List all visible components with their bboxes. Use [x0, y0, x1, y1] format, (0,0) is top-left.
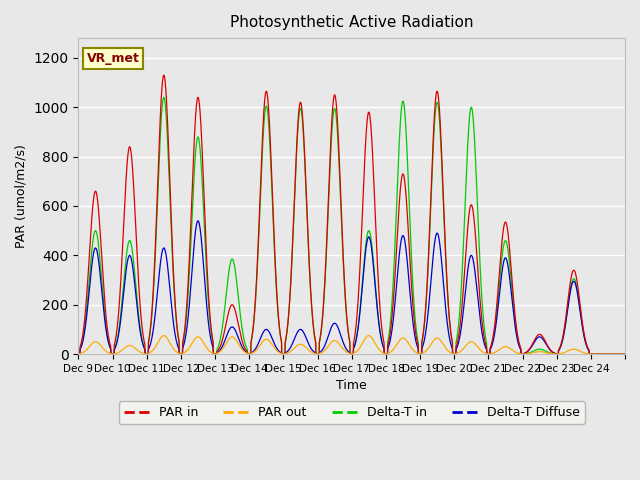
PAR out	[75, 351, 83, 357]
PAR in	[187, 229, 195, 235]
PAR in	[160, 72, 168, 78]
Delta-T in	[187, 248, 195, 253]
Delta-T Diffuse	[75, 351, 83, 357]
PAR out	[615, 351, 623, 357]
PAR in	[470, 216, 478, 221]
PAR out	[621, 351, 629, 357]
X-axis label: Time: Time	[337, 379, 367, 392]
Delta-T Diffuse	[621, 351, 629, 357]
PAR out	[160, 333, 168, 338]
PAR in	[422, 303, 429, 309]
PAR out	[422, 348, 429, 354]
Delta-T in	[621, 351, 629, 357]
Legend: PAR in, PAR out, Delta-T in, Delta-T Diffuse: PAR in, PAR out, Delta-T in, Delta-T Dif…	[119, 401, 584, 424]
PAR out	[470, 340, 478, 346]
Text: VR_met: VR_met	[86, 52, 140, 65]
Delta-T in	[160, 95, 168, 100]
Delta-T Diffuse	[186, 290, 194, 296]
Delta-T in	[422, 305, 429, 311]
PAR in	[75, 351, 83, 357]
PAR in	[615, 351, 623, 357]
Delta-T in	[538, 347, 545, 352]
Delta-T Diffuse	[422, 329, 429, 335]
PAR in	[538, 333, 545, 338]
Delta-T Diffuse	[470, 262, 478, 267]
Delta-T Diffuse	[615, 351, 623, 357]
Delta-T Diffuse	[538, 335, 545, 341]
Title: Photosynthetic Active Radiation: Photosynthetic Active Radiation	[230, 15, 474, 30]
PAR out	[187, 343, 195, 349]
Line: PAR in: PAR in	[79, 75, 625, 354]
Line: PAR out: PAR out	[79, 336, 625, 354]
Line: Delta-T in: Delta-T in	[79, 97, 625, 354]
Delta-T in	[75, 351, 83, 357]
Line: Delta-T Diffuse: Delta-T Diffuse	[79, 221, 625, 354]
Delta-T in	[505, 253, 513, 259]
PAR in	[621, 351, 629, 357]
Delta-T in	[470, 127, 478, 132]
Delta-T in	[615, 351, 623, 357]
PAR in	[505, 238, 513, 243]
PAR out	[538, 349, 545, 355]
Delta-T Diffuse	[194, 218, 202, 224]
Y-axis label: PAR (umol/m2/s): PAR (umol/m2/s)	[15, 144, 28, 248]
PAR out	[505, 345, 513, 350]
Delta-T Diffuse	[505, 268, 513, 274]
